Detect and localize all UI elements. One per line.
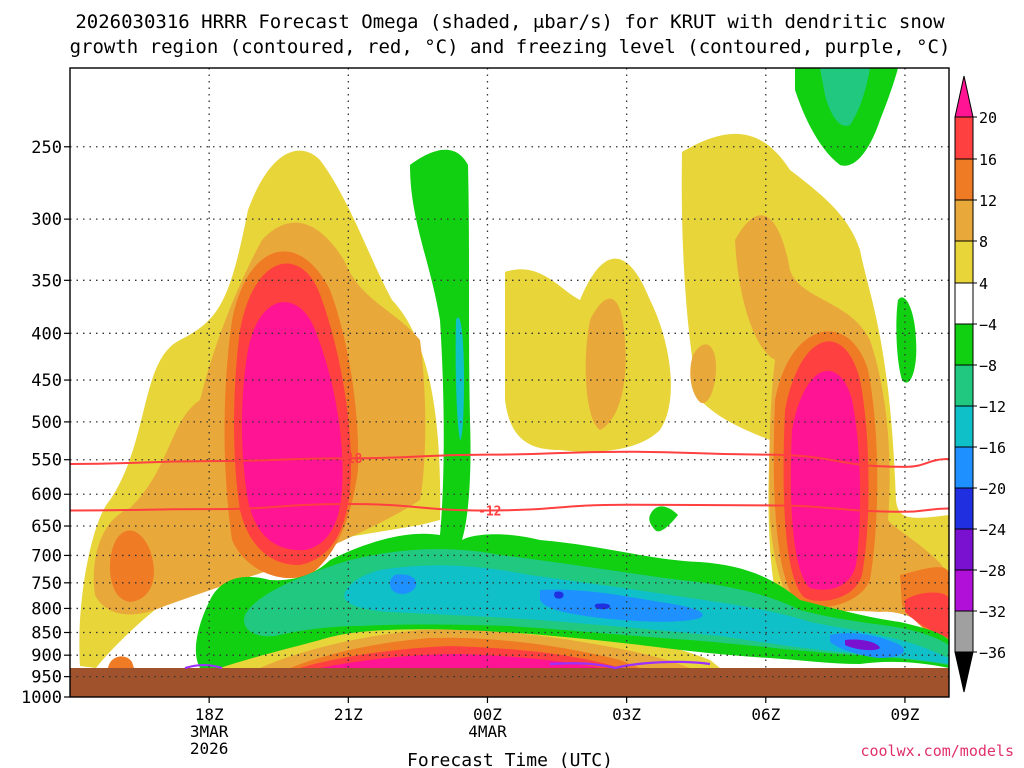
x-tick-date-label: 4MAR <box>468 722 507 741</box>
y-tick-label: 250 <box>31 138 62 158</box>
isotherm-line <box>69 450 950 468</box>
omega-region-minus4to8 <box>896 297 917 383</box>
colorbar-label: 20 <box>979 109 997 127</box>
y-tick-label: 600 <box>31 485 62 505</box>
x-tick-date-label: 3MAR <box>190 722 229 741</box>
colorbar-swatch <box>954 651 974 693</box>
x-axis-title: Forecast Time (UTC) <box>407 750 613 768</box>
omega-region-minus8to12 <box>820 68 870 126</box>
y-axis: 250 300 350 400 450 500 550 600 650 700 750 800 850 9… <box>21 138 70 708</box>
y-tick-label: 650 <box>31 517 62 537</box>
omega-region-minus20to24 <box>594 603 611 610</box>
colorbar: 20 16 12 8 4 −4 −8 −12 −16 −20 −24 −28 −32 −36 <box>954 75 1006 693</box>
colorbar-swatch <box>954 446 974 489</box>
colorbar-label: 16 <box>979 151 997 169</box>
colorbar-label: −28 <box>979 562 1006 580</box>
colorbar-label: −8 <box>979 357 997 375</box>
colorbar-swatch <box>954 158 974 201</box>
colorbar-label: 8 <box>979 233 988 251</box>
colorbar-swatch <box>954 405 974 448</box>
x-tick-label: 09Z <box>890 705 919 724</box>
omega-region-8to12 <box>690 344 717 404</box>
chart-title-line-1: 2026030316 HRRR Forecast Omega (shaded, … <box>75 11 945 33</box>
omega-region-minus4to8 <box>649 506 678 532</box>
colorbar-label: −24 <box>979 521 1006 539</box>
y-tick-label: 950 <box>31 668 62 688</box>
omega-region-over-20 <box>790 370 861 590</box>
omega-shading <box>79 68 949 669</box>
colorbar-label: −20 <box>979 480 1006 498</box>
colorbar-label: −36 <box>979 644 1006 662</box>
x-tick-label: 03Z <box>612 705 641 724</box>
colorbar-label: 4 <box>979 275 988 293</box>
y-tick-label: 800 <box>31 599 62 619</box>
y-tick-label: 500 <box>31 413 62 433</box>
colorbar-swatch <box>954 487 974 530</box>
y-tick-label: 350 <box>31 271 62 291</box>
colorbar-swatch <box>954 240 974 284</box>
omega-region-12to16 <box>108 656 134 668</box>
isotherm-line <box>69 503 950 513</box>
isotherm-label: -18 <box>339 452 363 467</box>
omega-region-16to20 <box>905 592 949 638</box>
x-tick-label: 06Z <box>751 705 780 724</box>
colorbar-swatch <box>954 199 974 242</box>
colorbar-label: −16 <box>979 439 1006 457</box>
x-tick-label: 18Z <box>195 705 224 724</box>
y-tick-label: 450 <box>31 371 62 391</box>
x-tick-label: 00Z <box>473 705 502 724</box>
colorbar-swatch <box>954 282 974 325</box>
y-tick-label: 900 <box>31 646 62 666</box>
y-tick-label: 300 <box>31 210 62 230</box>
watermark: coolwx.com/models <box>860 742 1014 760</box>
colorbar-swatch <box>954 610 974 653</box>
colorbar-swatch <box>954 569 974 612</box>
freezing-level-line <box>184 663 223 670</box>
colorbar-swatch <box>954 364 974 407</box>
omega-region-minus24to28 <box>845 639 880 651</box>
omega-region-over-20 <box>242 302 343 551</box>
y-tick-label: 700 <box>31 546 62 566</box>
colorbar-swatch <box>954 116 974 160</box>
terrain-block <box>70 668 949 697</box>
x-tick-label: 21Z <box>334 705 363 724</box>
y-tick-label: 400 <box>31 324 62 344</box>
omega-region-8to12 <box>585 298 626 430</box>
colorbar-label: 12 <box>979 192 997 210</box>
colorbar-swatch <box>954 323 974 366</box>
gridlines <box>70 68 949 678</box>
chart-title-line-2: growth region (contoured, red, °C) and f… <box>70 36 951 58</box>
freezing-level-line <box>549 660 711 670</box>
y-tick-label: 850 <box>31 623 62 643</box>
omega-region-over-20 <box>320 654 600 668</box>
dendritic-growth-isotherms: -18 -12 <box>69 450 950 519</box>
colorbar-label: −12 <box>979 398 1006 416</box>
omega-region-12to16 <box>109 530 154 602</box>
y-tick-label: 1000 <box>21 688 62 708</box>
x-tick-year-label: 2026 <box>190 739 229 758</box>
freezing-level-contours <box>184 660 711 670</box>
colorbar-label: −4 <box>979 316 997 334</box>
colorbar-swatch <box>954 75 974 118</box>
colorbar-label: −32 <box>979 603 1006 621</box>
y-tick-label: 550 <box>31 451 62 471</box>
colorbar-swatch <box>954 528 974 571</box>
omega-region-minus12to16 <box>455 317 464 440</box>
y-tick-label: 750 <box>31 574 62 594</box>
isotherm-label: -12 <box>478 504 501 519</box>
omega-region-minus16to20 <box>389 574 417 594</box>
omega-region-minus20to24 <box>554 591 564 599</box>
plot-frame <box>69 67 950 698</box>
omega-region-minus16to20 <box>540 589 703 622</box>
